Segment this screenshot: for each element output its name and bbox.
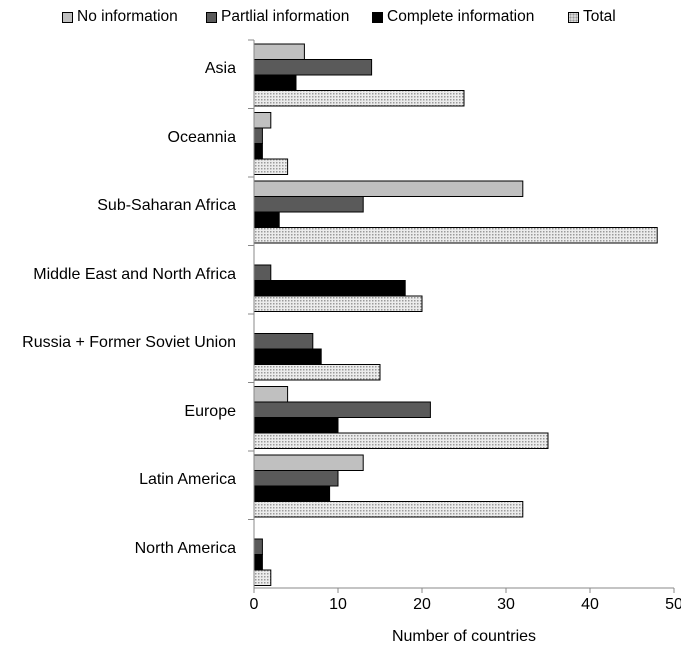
legend-item-partial-information: Partlial information	[206, 6, 349, 28]
bar-total-asia	[254, 91, 464, 107]
bar-total-europe	[254, 433, 548, 449]
bar-total-middle-east-and-north-africa	[254, 296, 422, 312]
bar-complete-information-asia	[254, 75, 296, 91]
legend-item-total: Total	[568, 6, 616, 28]
bar-no-information-sub-saharan-africa	[254, 181, 523, 197]
legend-swatch-no-information	[62, 12, 73, 23]
bar-no-information-latin-america	[254, 455, 363, 471]
bar-total-north-america	[254, 570, 271, 586]
bar-partlial-information-north-america	[254, 539, 262, 555]
category-label: Middle East and North Africa	[33, 266, 236, 284]
bar-complete-information-latin-america	[254, 486, 330, 502]
bar-partlial-information-asia	[254, 60, 372, 76]
category-label: Latin America	[139, 471, 236, 489]
bars-group	[254, 44, 657, 586]
x-tick-label: 20	[407, 596, 437, 614]
x-axis-title: Number of countries	[254, 628, 674, 646]
bar-total-sub-saharan-africa	[254, 228, 657, 244]
category-label: Asia	[205, 60, 236, 78]
legend-label: Total	[583, 8, 616, 26]
category-label: Oceannia	[168, 129, 237, 147]
bar-complete-information-middle-east-and-north-africa	[254, 281, 405, 297]
bar-no-information-oceannia	[254, 113, 271, 129]
bar-complete-information-north-america	[254, 555, 262, 571]
x-tick-label: 40	[575, 596, 605, 614]
category-label: North America	[135, 540, 236, 558]
bar-total-oceannia	[254, 159, 288, 175]
bar-partlial-information-russia-former-soviet-union	[254, 334, 313, 350]
bar-complete-information-europe	[254, 418, 338, 434]
legend-item-complete-information: Complete information	[372, 6, 534, 28]
legend-label: No information	[77, 8, 178, 26]
bar-partlial-information-sub-saharan-africa	[254, 197, 363, 213]
legend-swatch-total	[568, 12, 579, 23]
bar-total-russia-former-soviet-union	[254, 365, 380, 381]
bar-total-latin-america	[254, 502, 523, 518]
x-tick-label: 30	[491, 596, 521, 614]
bar-partlial-information-europe	[254, 402, 430, 418]
bar-complete-information-oceannia	[254, 144, 262, 160]
x-tick-label: 50	[659, 596, 681, 614]
x-tick-label: 0	[239, 596, 269, 614]
bar-complete-information-russia-former-soviet-union	[254, 349, 321, 365]
legend-swatch-partial-information	[206, 12, 217, 23]
x-tick-label: 10	[323, 596, 353, 614]
legend-label: Partlial information	[221, 8, 349, 26]
bar-partlial-information-latin-america	[254, 471, 338, 487]
legend: No information Partlial information Comp…	[0, 6, 681, 28]
category-label: Europe	[184, 403, 236, 421]
legend-label: Complete information	[387, 8, 534, 26]
category-label: Russia + Former Soviet Union	[22, 334, 236, 352]
legend-swatch-complete-information	[372, 12, 383, 23]
legend-item-no-information: No information	[62, 6, 178, 28]
bar-no-information-europe	[254, 387, 288, 403]
bar-no-information-asia	[254, 44, 304, 60]
bar-complete-information-sub-saharan-africa	[254, 212, 279, 228]
category-label: Sub-Saharan Africa	[97, 197, 236, 215]
bar-partlial-information-oceannia	[254, 128, 262, 144]
bar-partlial-information-middle-east-and-north-africa	[254, 265, 271, 281]
